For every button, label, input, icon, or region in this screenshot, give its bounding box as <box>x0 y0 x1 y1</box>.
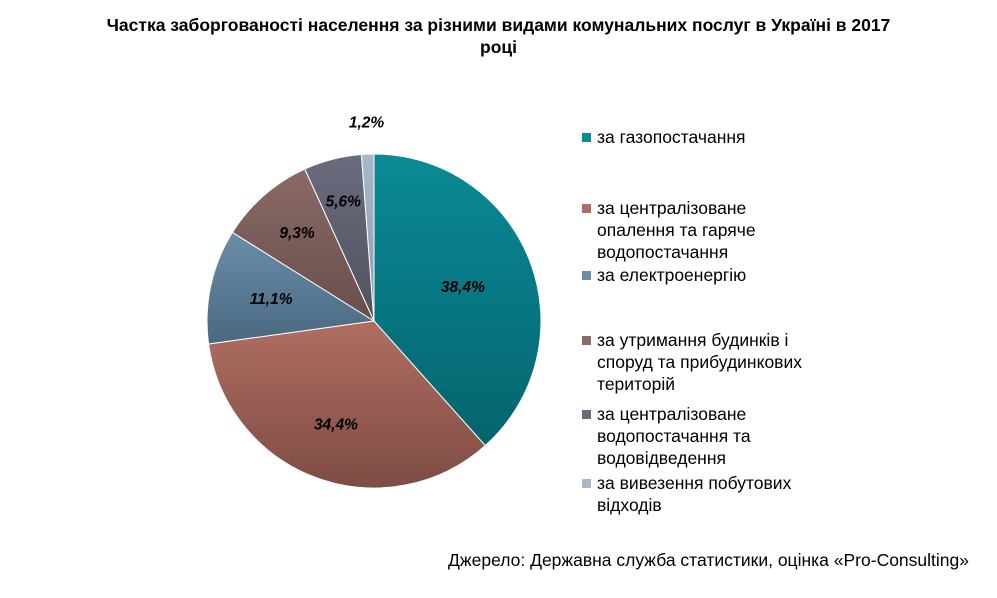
legend-label-6-line-1: за вивезення побутових <box>597 473 792 493</box>
source-note: Джерело: Державна служба статистики, оці… <box>448 550 969 570</box>
pie-slice-6 <box>360 153 375 322</box>
legend-label-6: за вивезення побутових відходів <box>597 472 882 516</box>
legend-swatch-6 <box>582 479 591 488</box>
legend-label-1-line-1: за газопостачання <box>597 127 746 147</box>
legend-swatch-4 <box>582 336 591 345</box>
chart-title-line-1: Частка заборгованості населення за різни… <box>106 15 891 35</box>
pie-slice-label-3: 11,1% <box>250 291 293 308</box>
legend-label-5-line-3: водовідведення <box>597 448 726 468</box>
legend-label-4: за утримання будинків і споруд та прибуди… <box>597 329 882 395</box>
legend-label-3: за електроенергію <box>597 264 882 286</box>
legend-label-2-line-3: водопостачання <box>597 242 729 262</box>
pie-slice-4 <box>231 168 376 323</box>
pie-slice-label-6: 1,2% <box>349 114 385 131</box>
legend-label-4-line-3: територій <box>597 374 676 394</box>
chart-title-line-2: році <box>480 37 517 57</box>
legend-swatch-2 <box>582 204 591 213</box>
legend-swatch-1 <box>582 133 591 142</box>
legend-label-5-line-1: за централізоване <box>597 404 747 424</box>
legend-label-2-line-1: за централізоване <box>597 198 747 218</box>
legend-label-5-line-2: водопостачання та <box>597 426 751 446</box>
pie-slices <box>206 153 542 489</box>
legend-label-2-line-2: опалення та гаряче <box>597 220 756 240</box>
pie-slice-label-4: 9,3% <box>279 225 315 242</box>
legend-label-4-line-2: споруд та прибудинкових <box>597 352 803 372</box>
pie-slice-3 <box>206 231 376 345</box>
legend-label-1: за газопостачання <box>597 126 882 148</box>
legend-label-2: за централізоване опалення та гаряче водоп… <box>597 197 882 263</box>
pie-slice-labels: 38,4% 34,4% 11,1% 9,3% 5,6% 1,2% <box>250 114 485 433</box>
pie-slice-label-5: 5,6% <box>326 193 362 210</box>
legend-swatch-5 <box>582 410 591 419</box>
pie-slice-label-2: 34,4% <box>314 417 358 434</box>
pie-slice-label-1: 38,4% <box>441 279 485 296</box>
legend-label-3-line-1: за електроенергію <box>597 265 747 285</box>
legend-label-6-line-2: відходів <box>597 495 662 515</box>
legend-swatch-3 <box>582 271 591 280</box>
pie-slice-1 <box>373 153 542 447</box>
pie-slice-2 <box>208 320 486 489</box>
legend-label-4-line-1: за утримання будинків і <box>597 330 789 350</box>
legend-label-5: за централізоване водопостачання та водові… <box>597 403 882 469</box>
chart-title: Частка заборгованості населення за різни… <box>0 14 997 58</box>
